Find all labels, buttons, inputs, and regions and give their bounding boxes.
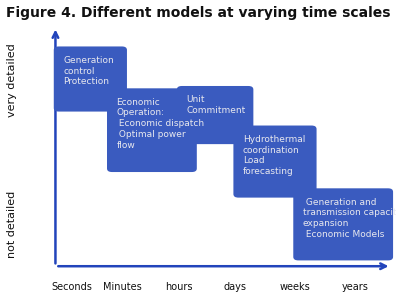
Text: Economic
Operation:
 Economic dispatch
 Optimal power
flow: Economic Operation: Economic dispatch Op… [116, 98, 204, 150]
FancyBboxPatch shape [54, 47, 127, 112]
Text: Hydrothermal
coordination
Load
forecasting: Hydrothermal coordination Load forecasti… [243, 135, 305, 176]
Text: Generation and
transmission capacity
expansion
 Economic Models: Generation and transmission capacity exp… [303, 198, 396, 239]
FancyBboxPatch shape [233, 125, 316, 198]
Text: Figure 4. Different models at varying time scales: Figure 4. Different models at varying ti… [6, 6, 390, 20]
FancyBboxPatch shape [293, 188, 393, 260]
Text: Seconds: Seconds [51, 282, 93, 293]
Text: not detailed: not detailed [7, 191, 17, 258]
Text: years: years [341, 282, 368, 293]
Text: Unit
Commitment: Unit Commitment [186, 95, 246, 115]
Text: hours: hours [165, 282, 192, 293]
Text: Minutes: Minutes [103, 282, 141, 293]
Text: Generation
control
Protection: Generation control Protection [63, 56, 114, 86]
Text: weeks: weeks [280, 282, 310, 293]
Text: very detailed: very detailed [7, 43, 17, 117]
FancyBboxPatch shape [177, 86, 253, 144]
FancyBboxPatch shape [107, 88, 197, 172]
Text: days: days [224, 282, 247, 293]
